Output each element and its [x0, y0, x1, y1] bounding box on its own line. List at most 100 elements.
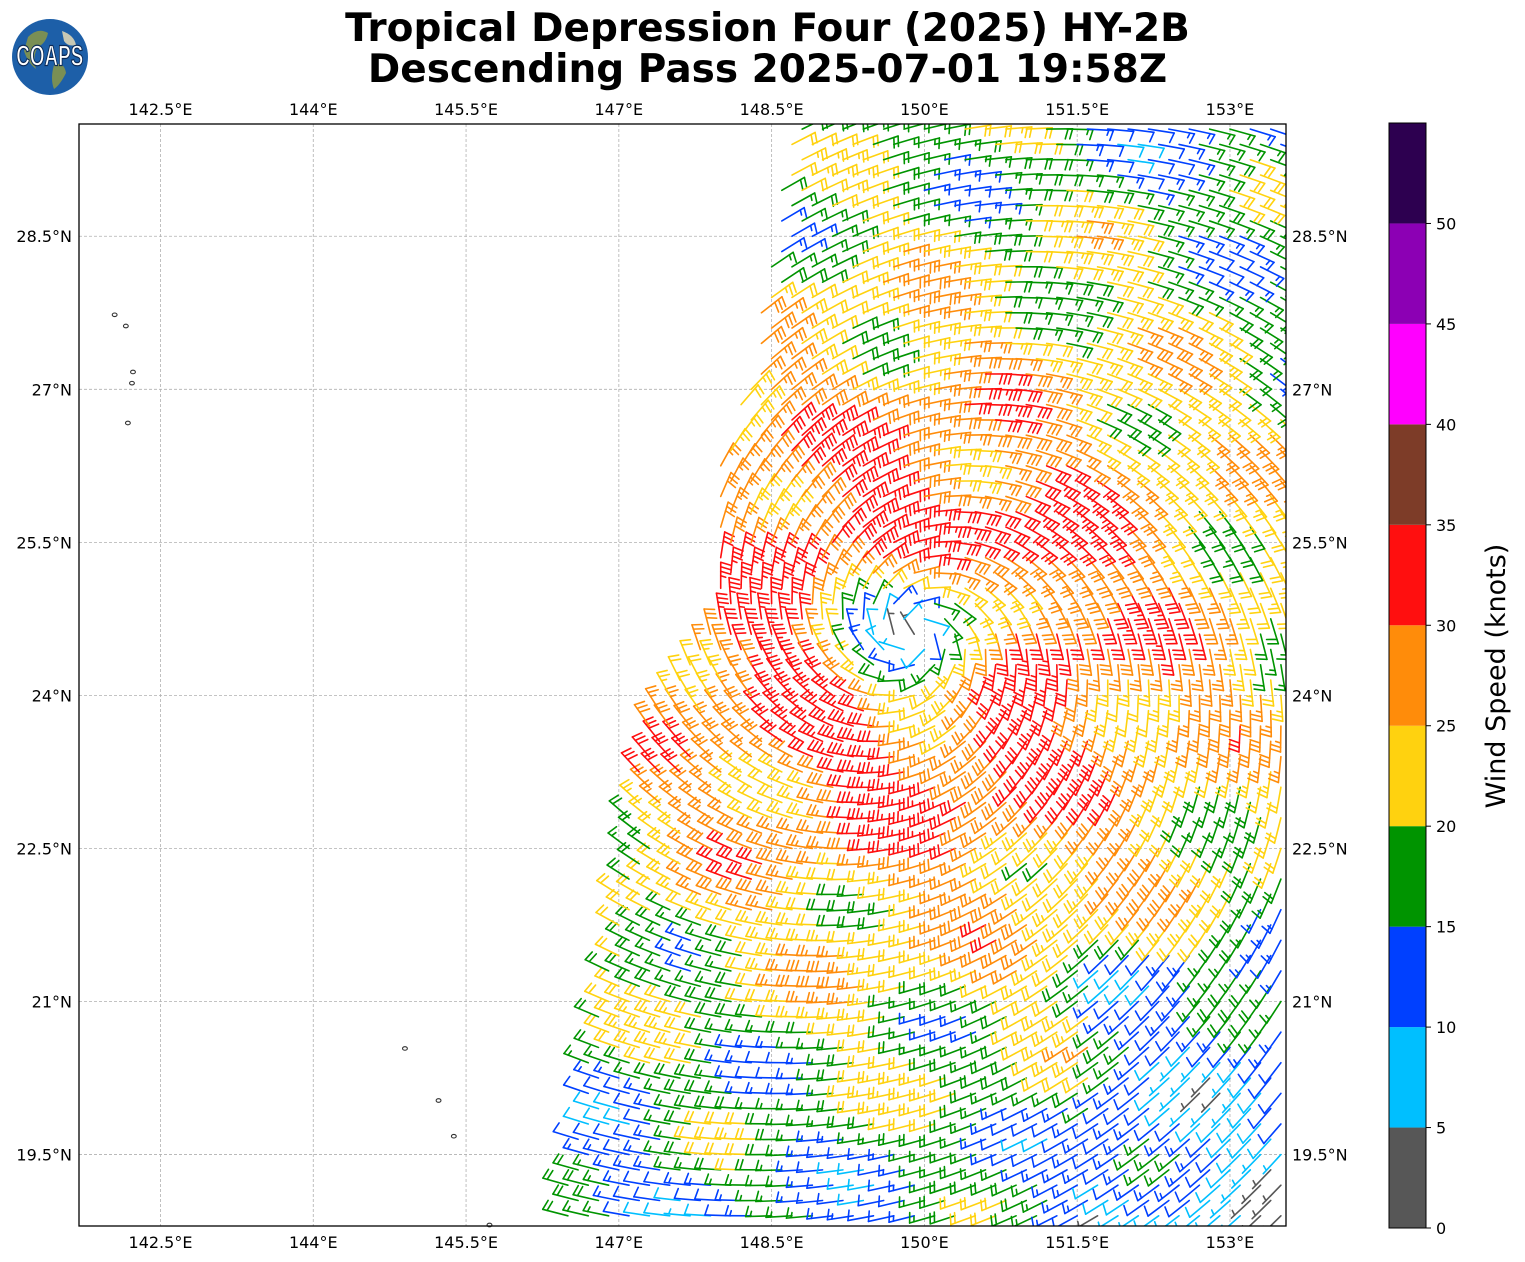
- barb-half-feather: [1231, 1209, 1236, 1216]
- barb-feather: [1046, 869, 1053, 880]
- barb-feather: [929, 908, 932, 921]
- wind-barb: [1133, 1092, 1160, 1112]
- barb-feather: [851, 1116, 855, 1129]
- barb-feather: [644, 953, 653, 964]
- wind-barb: [1187, 954, 1211, 978]
- wind-barb: [929, 725, 956, 743]
- wind-barb: [699, 749, 722, 773]
- barb-half-feather: [774, 932, 778, 940]
- barb-feather: [689, 893, 698, 904]
- barb-feather: [714, 971, 721, 983]
- wind-barb: [1123, 1138, 1150, 1156]
- barb-feather: [1057, 826, 1066, 836]
- barb-half-feather: [708, 1178, 712, 1185]
- barb-feather: [785, 1145, 790, 1158]
- wind-barb: [1219, 709, 1231, 738]
- barb-feather: [668, 1141, 674, 1153]
- barb-half-feather: [779, 1196, 783, 1203]
- barb-feather: [779, 1005, 785, 1018]
- wind-barb: [1020, 1107, 1048, 1122]
- barb-feather: [1148, 933, 1157, 944]
- barb-feather: [836, 1162, 840, 1175]
- barb-feather: [1269, 743, 1282, 749]
- barb-feather: [643, 1140, 650, 1152]
- wind-barb: [1154, 740, 1170, 768]
- barb-feather: [1051, 1066, 1057, 1078]
- barb-feather: [607, 1015, 616, 1026]
- wind-barb: [1237, 740, 1252, 769]
- barb-half-feather: [774, 807, 780, 814]
- barb-feather: [980, 1017, 984, 1030]
- barb-half-feather: [1015, 1219, 1018, 1226]
- wind-barb: [595, 872, 620, 896]
- barb-feather: [806, 803, 813, 816]
- barb-feather: [826, 993, 831, 1005]
- barb-feather: [1143, 1205, 1149, 1217]
- barb-feather: [739, 1004, 745, 1016]
- wind-barb: [1199, 878, 1221, 904]
- barb-feather: [994, 1000, 999, 1013]
- wind-barb: [595, 904, 620, 926]
- barb-feather: [1174, 1131, 1182, 1143]
- barb-half-feather: [815, 841, 819, 848]
- wind-barb: [1118, 817, 1140, 842]
- wind-barb: [1180, 1061, 1201, 1083]
- wind-barb: [573, 1060, 600, 1079]
- barb-half-feather: [850, 765, 854, 772]
- wind-barb: [1092, 1092, 1119, 1110]
- barb-half-feather: [1072, 901, 1077, 908]
- barb-staff: [643, 1211, 671, 1217]
- wind-barb: [748, 734, 773, 758]
- barb-half-feather: [948, 956, 951, 963]
- barb-feather: [759, 942, 766, 954]
- wind-barb: [744, 1174, 773, 1187]
- barb-feather: [622, 781, 633, 789]
- barb-feather: [994, 970, 999, 983]
- barb-half-feather: [1170, 1117, 1175, 1124]
- barb-feather: [1206, 1057, 1214, 1068]
- barb-feather: [1001, 869, 1007, 881]
- barb-half-feather: [928, 743, 931, 751]
- barb-feather: [1135, 731, 1147, 738]
- barb-feather: [776, 817, 783, 829]
- barb-feather: [953, 1181, 956, 1194]
- barb-half-feather: [1181, 1012, 1187, 1019]
- barb-feather: [638, 1032, 646, 1043]
- barb-feather: [1041, 961, 1048, 973]
- barb-feather: [1123, 1174, 1129, 1187]
- barb-half-feather: [769, 1180, 773, 1188]
- barb-half-feather: [779, 1103, 783, 1111]
- barb-feather: [826, 1054, 830, 1067]
- barb-staff: [1043, 1138, 1068, 1154]
- barb-half-feather: [1211, 770, 1218, 775]
- wind-barb: [1214, 771, 1231, 799]
- barb-half-feather: [1254, 999, 1260, 1006]
- barb-half-feather: [1083, 856, 1089, 863]
- barb-half-feather: [790, 1150, 793, 1157]
- wind-barb: [1088, 771, 1109, 797]
- barb-feather: [1082, 1052, 1088, 1065]
- barb-feather: [678, 1126, 684, 1138]
- barb-feather: [685, 891, 694, 902]
- barb-feather: [791, 771, 799, 782]
- barb-feather: [1104, 934, 1112, 946]
- wind-barb: [1269, 725, 1282, 753]
- wind-barb: [1184, 1199, 1211, 1219]
- barb-feather: [1053, 887, 1060, 899]
- wind-barb: [1123, 1199, 1150, 1217]
- barb-half-feather: [1190, 770, 1198, 775]
- wind-barb: [612, 1185, 641, 1202]
- barb-feather: [1031, 1005, 1037, 1017]
- barb-feather: [1195, 1132, 1202, 1143]
- barb-staff: [1074, 1153, 1099, 1170]
- wind-barb: [1108, 801, 1129, 827]
- barb-feather: [953, 788, 959, 801]
- barb-feather: [877, 796, 881, 809]
- barb-feather: [1093, 1008, 1100, 1020]
- wind-barb: [1236, 1123, 1262, 1144]
- barb-staff: [1199, 1153, 1221, 1174]
- barb-feather: [729, 863, 738, 874]
- wind-barb: [1195, 1184, 1221, 1204]
- barb-feather: [643, 1078, 651, 1089]
- barb-half-feather: [1145, 858, 1152, 865]
